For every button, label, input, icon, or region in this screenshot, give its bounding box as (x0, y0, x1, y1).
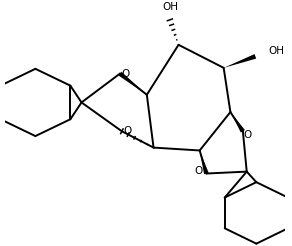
Text: O: O (124, 126, 132, 136)
Polygon shape (230, 112, 245, 133)
Text: O: O (194, 166, 203, 176)
Polygon shape (119, 72, 147, 95)
Text: O: O (244, 130, 252, 140)
Polygon shape (224, 54, 256, 68)
Text: OH: OH (162, 2, 178, 12)
Text: O: O (121, 69, 130, 79)
Text: OH: OH (269, 46, 285, 56)
Polygon shape (200, 151, 209, 174)
